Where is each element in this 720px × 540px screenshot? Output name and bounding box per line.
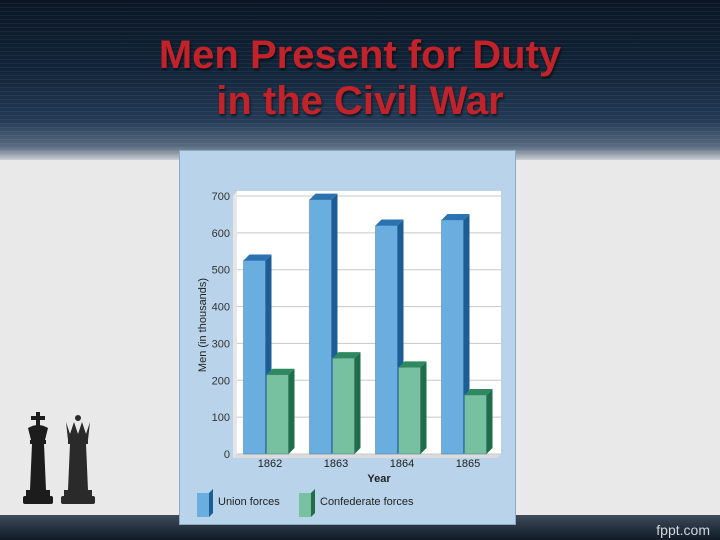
confederate-bar <box>332 357 355 455</box>
header-band <box>0 0 720 160</box>
plot-side-wall <box>233 191 237 458</box>
union-bar <box>243 260 266 455</box>
legend-swatch <box>197 493 209 517</box>
legend-label: Confederate forces <box>320 496 414 508</box>
union-bar-top <box>243 254 272 261</box>
plot-background <box>237 191 501 454</box>
confederate-bar-side <box>288 368 295 454</box>
legend-swatch <box>299 493 311 517</box>
y-tick-label: 500 <box>212 265 230 277</box>
legend-swatch-side <box>209 489 213 517</box>
x-tick-label: 1862 <box>258 458 282 470</box>
y-tick-label: 100 <box>212 412 230 424</box>
x-tick-label: 1863 <box>324 458 348 470</box>
plot-floor <box>233 454 501 458</box>
y-tick-label: 300 <box>212 338 230 350</box>
footer-brand: fppt.com <box>656 522 710 538</box>
title-line-1: Men Present for Duty <box>158 33 562 77</box>
x-tick-label: 1865 <box>456 458 480 470</box>
title-line-2: in the Civil War <box>216 79 504 123</box>
union-bar-top <box>375 219 404 226</box>
chess-queen-icon <box>61 415 95 504</box>
legend-label: Union forces <box>218 496 280 508</box>
chess-king-icon <box>23 412 53 504</box>
union-bar <box>375 225 398 455</box>
confederate-bar-side <box>354 352 361 454</box>
confederate-bar-top <box>464 389 493 396</box>
confederate-bar-side <box>486 389 493 454</box>
union-bar <box>309 199 332 455</box>
x-axis-label: Year <box>367 473 391 485</box>
y-tick-label: 700 <box>212 191 230 203</box>
y-tick-label: 200 <box>212 375 230 387</box>
confederate-bar-top <box>266 368 295 375</box>
legend-swatch-side <box>311 489 315 517</box>
confederate-bar <box>464 394 487 455</box>
y-axis-label: Men (in thousands) <box>197 278 209 372</box>
x-tick-label: 1864 <box>390 458 414 470</box>
confederate-bar-top <box>398 361 427 368</box>
confederate-bar-top <box>332 352 361 359</box>
union-bar-top <box>309 193 338 200</box>
y-tick-label: 600 <box>212 228 230 240</box>
y-tick-label: 0 <box>224 449 230 461</box>
bar-chart: 0 100 200 300 400 500 600 700 Men (in thousands)… <box>197 191 501 517</box>
y-tick-label: 400 <box>212 302 230 314</box>
union-bar <box>441 219 464 455</box>
confederate-bar <box>398 367 421 455</box>
chess-pieces <box>23 412 95 504</box>
confederate-bar <box>266 374 289 455</box>
union-bar-top <box>441 213 470 220</box>
confederate-bar-side <box>420 361 427 454</box>
slide-title: Men Present for Duty in the Civil War <box>0 32 720 124</box>
